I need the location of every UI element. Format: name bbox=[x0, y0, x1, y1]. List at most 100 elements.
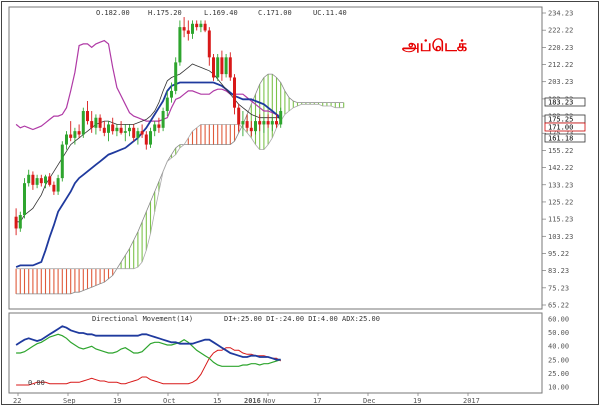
candle-body bbox=[140, 131, 144, 135]
candle-body bbox=[31, 174, 35, 185]
candle-body bbox=[157, 124, 161, 128]
candle-body bbox=[14, 216, 18, 229]
candle bbox=[228, 52, 232, 81]
candle bbox=[86, 100, 89, 125]
candle-body bbox=[149, 131, 152, 145]
indicator-left-label: 0.00 bbox=[28, 379, 45, 387]
x-tick-label: 2017 bbox=[463, 397, 480, 405]
candle bbox=[207, 27, 211, 66]
candle bbox=[132, 124, 136, 142]
candle bbox=[258, 114, 262, 132]
y-tick-label: 222.22 bbox=[548, 27, 573, 35]
candle-body bbox=[174, 62, 178, 91]
candle bbox=[81, 107, 85, 138]
candle bbox=[270, 117, 274, 132]
price-box-label: 183.23 bbox=[548, 99, 573, 107]
candle-body bbox=[233, 77, 236, 108]
x-year-label: 2016 bbox=[244, 397, 261, 405]
indicator-name: Directional Movement(14) bbox=[92, 315, 193, 323]
candle-body bbox=[224, 57, 228, 75]
ohlc-high: H.175.20 bbox=[148, 9, 182, 17]
candle bbox=[128, 124, 131, 137]
candle bbox=[178, 20, 182, 66]
y-tick-label: 133.23 bbox=[548, 181, 573, 189]
candle-body bbox=[245, 121, 249, 128]
candle bbox=[275, 114, 278, 128]
candle-body bbox=[241, 121, 245, 125]
candle-body bbox=[144, 134, 148, 145]
candle bbox=[94, 114, 98, 135]
x-tick-label: 22 bbox=[13, 397, 21, 405]
y-tick-label: 220.23 bbox=[548, 44, 573, 52]
x-tick-label: 19 bbox=[113, 397, 121, 405]
candle-body bbox=[275, 121, 278, 125]
candle bbox=[157, 117, 161, 133]
candle-body bbox=[81, 111, 85, 135]
candle-body bbox=[132, 127, 136, 138]
y-tick-label: 155.22 bbox=[548, 147, 573, 155]
candle-body bbox=[27, 174, 31, 184]
candle-body bbox=[102, 127, 106, 133]
y-tick-label: 75.23 bbox=[548, 284, 569, 292]
candle-body bbox=[48, 176, 52, 185]
candle-body bbox=[107, 124, 110, 133]
candle-body bbox=[165, 97, 169, 112]
candle bbox=[149, 127, 152, 148]
candle bbox=[161, 107, 165, 132]
candle bbox=[212, 53, 215, 81]
candle-body bbox=[153, 124, 157, 132]
candle-body bbox=[237, 107, 241, 125]
candle-body bbox=[195, 23, 199, 28]
candle-body bbox=[98, 117, 102, 128]
candle bbox=[224, 53, 228, 78]
y-tick-label: 234.23 bbox=[548, 10, 573, 18]
candle bbox=[191, 20, 194, 39]
y-tick-label: 95.22 bbox=[548, 250, 569, 258]
di-minus-line bbox=[16, 347, 281, 386]
cloud-span-b bbox=[16, 103, 344, 270]
candle bbox=[52, 181, 56, 195]
candle bbox=[216, 53, 220, 81]
candle bbox=[23, 178, 26, 219]
candle-body bbox=[228, 57, 232, 78]
price-box bbox=[544, 122, 586, 132]
candle bbox=[237, 104, 241, 132]
price-box bbox=[544, 97, 586, 107]
candle bbox=[69, 121, 73, 142]
candle-body bbox=[18, 215, 22, 229]
ohlc-low: L.169.40 bbox=[204, 9, 238, 17]
candlesticks bbox=[14, 17, 283, 236]
candle bbox=[90, 111, 94, 133]
candle-body bbox=[170, 90, 173, 98]
candle-body bbox=[207, 30, 211, 58]
indicator-y-tick-label: 40.00 bbox=[548, 343, 569, 351]
ohlc-close: C.171.00 bbox=[258, 9, 292, 17]
indicator-y-tick-label: 10.00 bbox=[548, 384, 569, 392]
dmi-lines bbox=[15, 325, 281, 386]
candle-body bbox=[52, 184, 56, 192]
indicator-y-tick-label: 25.00 bbox=[548, 356, 569, 364]
candle-body bbox=[191, 23, 194, 34]
candle bbox=[35, 174, 39, 189]
cloud-span-a bbox=[16, 73, 344, 295]
candle-body bbox=[199, 23, 203, 28]
x-tick-label: 19 bbox=[413, 397, 421, 405]
candle-body bbox=[161, 111, 165, 128]
conversion-line bbox=[16, 63, 281, 223]
candle bbox=[140, 124, 144, 138]
indicator-y-tick-label: 50.00 bbox=[548, 329, 569, 337]
candle-body bbox=[220, 57, 224, 75]
candle bbox=[220, 50, 224, 81]
candle-body bbox=[262, 121, 266, 125]
candle bbox=[262, 117, 266, 133]
candle bbox=[48, 173, 52, 187]
ichimoku-cloud bbox=[15, 73, 345, 295]
adx-line bbox=[15, 325, 281, 361]
candle bbox=[39, 174, 43, 187]
indicator-panel-frame bbox=[8, 312, 543, 394]
ohlc-change: UC.11.40 bbox=[313, 9, 347, 17]
di-plus-line bbox=[16, 333, 281, 367]
candle bbox=[44, 174, 47, 189]
candle-body bbox=[56, 178, 60, 192]
